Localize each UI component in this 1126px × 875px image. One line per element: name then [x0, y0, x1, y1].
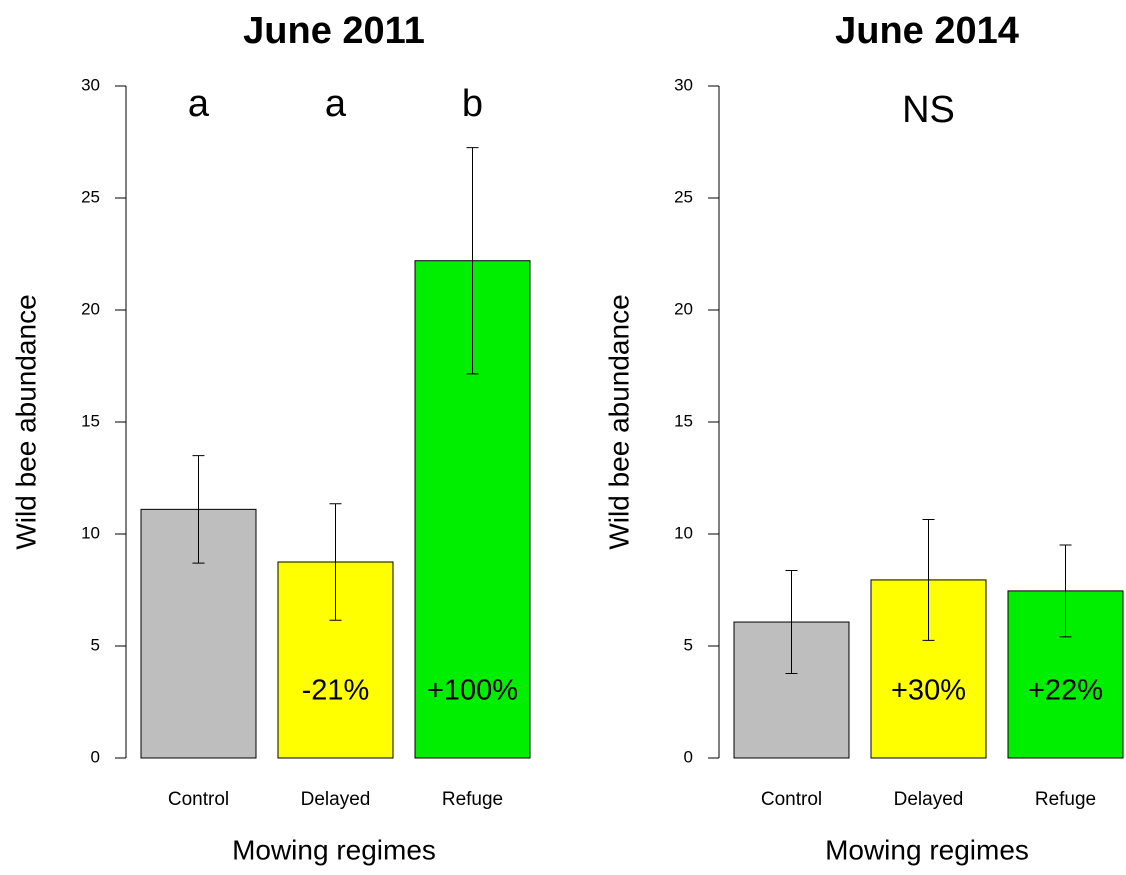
chart-title: June 2014 — [835, 10, 1019, 52]
y-tick-label: 25 — [81, 187, 100, 206]
x-axis-label: Mowing regimes — [232, 834, 436, 865]
group-letter: b — [462, 83, 483, 125]
y-tick-label: 0 — [91, 747, 100, 766]
bar-label: -21% — [302, 675, 370, 707]
y-tick-label: 0 — [684, 747, 693, 766]
x-axis-label: Mowing regimes — [825, 834, 1029, 865]
error-bar — [1059, 544, 1072, 638]
x-tick-label: Refuge — [1035, 789, 1096, 810]
error-bar — [192, 455, 205, 564]
group-letter: a — [325, 83, 347, 125]
x-tick-label: Refuge — [442, 789, 503, 810]
bar-label: +100% — [427, 675, 518, 707]
y-tick-label: 15 — [81, 411, 100, 430]
y-axis-label: Wild bee abundance — [603, 294, 634, 549]
chart-title: June 2011 — [243, 10, 425, 52]
error-bar — [785, 570, 798, 675]
y-axis-label: Wild bee abundance — [10, 294, 41, 549]
error-bar — [329, 503, 342, 621]
y-tick-label: 5 — [684, 635, 693, 654]
bar-label: +30% — [891, 675, 966, 707]
group-letter: a — [188, 83, 210, 125]
y-tick-label: 10 — [674, 523, 693, 542]
y-tick-label: 5 — [91, 635, 100, 654]
y-tick-label: 30 — [674, 75, 693, 94]
bar-label: +22% — [1028, 675, 1103, 707]
x-tick-label: Control — [761, 789, 822, 810]
y-tick-label: 10 — [81, 523, 100, 542]
error-bar — [466, 147, 479, 375]
y-tick-label: 25 — [674, 187, 693, 206]
annotation: NS — [902, 89, 955, 131]
error-bar — [922, 518, 935, 641]
y-tick-label: 30 — [81, 75, 100, 94]
y-tick-label: 20 — [674, 299, 693, 318]
y-tick-label: 15 — [674, 411, 693, 430]
x-tick-label: Delayed — [894, 789, 964, 810]
y-tick-label: 20 — [81, 299, 100, 318]
x-tick-label: Delayed — [301, 789, 371, 810]
x-tick-label: Control — [168, 789, 229, 810]
